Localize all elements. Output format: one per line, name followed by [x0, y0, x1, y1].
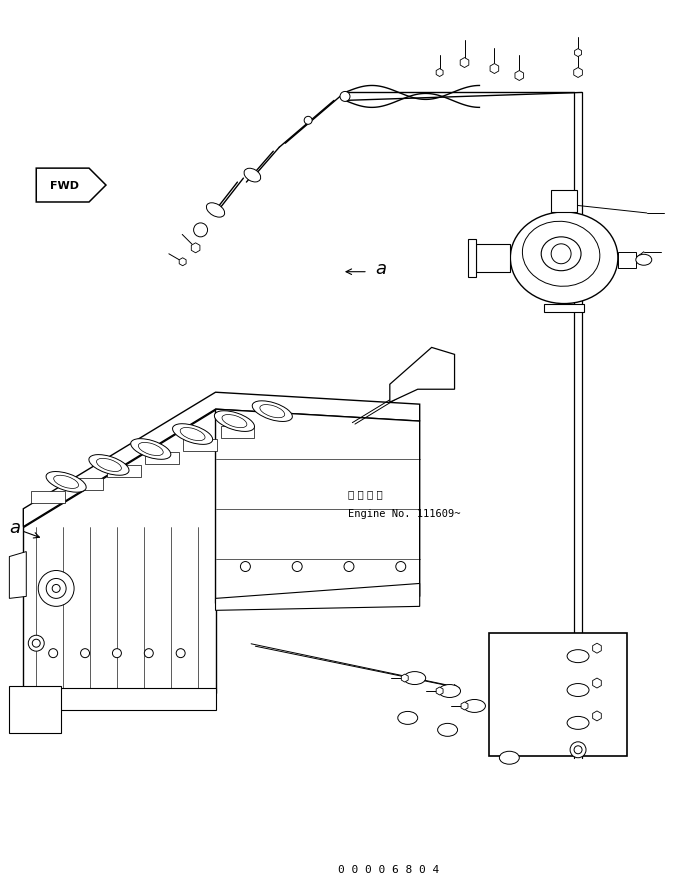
Polygon shape	[460, 58, 469, 69]
Ellipse shape	[96, 459, 121, 472]
Polygon shape	[10, 687, 61, 733]
Polygon shape	[183, 440, 216, 451]
Ellipse shape	[214, 411, 254, 432]
Polygon shape	[216, 409, 420, 603]
Circle shape	[112, 649, 121, 658]
Polygon shape	[23, 409, 216, 693]
Polygon shape	[69, 478, 103, 490]
Polygon shape	[37, 169, 106, 203]
Text: a: a	[10, 519, 21, 536]
Text: FWD: FWD	[50, 181, 79, 190]
Polygon shape	[107, 466, 141, 477]
Circle shape	[551, 245, 571, 265]
Ellipse shape	[567, 717, 589, 730]
Polygon shape	[390, 348, 455, 402]
Ellipse shape	[54, 476, 79, 489]
Circle shape	[28, 636, 44, 652]
Ellipse shape	[522, 222, 600, 287]
Circle shape	[292, 562, 302, 572]
Circle shape	[144, 649, 153, 658]
Polygon shape	[436, 70, 443, 78]
Ellipse shape	[138, 443, 163, 456]
Circle shape	[39, 571, 74, 607]
Circle shape	[81, 649, 90, 658]
Polygon shape	[10, 552, 26, 599]
Polygon shape	[436, 687, 443, 696]
Polygon shape	[551, 190, 577, 213]
Polygon shape	[145, 452, 178, 464]
Polygon shape	[23, 392, 420, 527]
Polygon shape	[544, 304, 584, 312]
Polygon shape	[515, 72, 524, 81]
Circle shape	[304, 117, 312, 125]
Ellipse shape	[89, 455, 129, 476]
Ellipse shape	[222, 415, 247, 428]
Polygon shape	[17, 688, 216, 710]
Ellipse shape	[252, 401, 292, 422]
Ellipse shape	[636, 255, 652, 266]
Ellipse shape	[511, 213, 618, 304]
Ellipse shape	[567, 650, 589, 662]
Ellipse shape	[500, 752, 520, 764]
Ellipse shape	[541, 238, 581, 272]
Circle shape	[32, 639, 40, 647]
Polygon shape	[401, 674, 408, 682]
Polygon shape	[490, 64, 499, 74]
Ellipse shape	[438, 723, 457, 737]
Circle shape	[46, 578, 66, 599]
Polygon shape	[593, 679, 601, 688]
Circle shape	[176, 649, 185, 658]
Bar	[489, 634, 627, 756]
Circle shape	[240, 562, 250, 572]
Polygon shape	[574, 69, 582, 79]
Circle shape	[49, 649, 58, 658]
Ellipse shape	[398, 712, 418, 724]
Polygon shape	[461, 702, 468, 710]
Polygon shape	[593, 711, 601, 721]
Polygon shape	[618, 252, 636, 268]
Ellipse shape	[567, 684, 589, 696]
Polygon shape	[220, 426, 254, 439]
Ellipse shape	[260, 405, 285, 418]
Ellipse shape	[172, 425, 213, 445]
Text: 適 用 号 機: 適 用 号 機	[348, 488, 382, 498]
Polygon shape	[575, 49, 582, 57]
Polygon shape	[31, 492, 65, 503]
Ellipse shape	[244, 169, 260, 182]
Circle shape	[574, 746, 582, 754]
Polygon shape	[192, 243, 200, 254]
Ellipse shape	[46, 472, 86, 493]
Ellipse shape	[181, 428, 205, 441]
Polygon shape	[216, 584, 420, 611]
Circle shape	[52, 585, 60, 593]
Ellipse shape	[439, 685, 460, 697]
Ellipse shape	[131, 439, 171, 460]
Polygon shape	[469, 240, 477, 277]
Ellipse shape	[464, 700, 486, 713]
Ellipse shape	[404, 671, 426, 685]
Circle shape	[194, 224, 207, 238]
Text: 0 0 0 0 6 8 0 4: 0 0 0 0 6 8 0 4	[338, 864, 440, 874]
Text: a: a	[375, 259, 386, 277]
Polygon shape	[593, 644, 601, 654]
Circle shape	[344, 562, 354, 572]
Circle shape	[340, 92, 350, 102]
Ellipse shape	[207, 204, 225, 218]
Text: Engine No. 111609~: Engine No. 111609~	[348, 508, 460, 519]
Polygon shape	[179, 258, 186, 266]
Circle shape	[395, 562, 406, 572]
Circle shape	[570, 742, 586, 758]
Polygon shape	[477, 245, 511, 273]
